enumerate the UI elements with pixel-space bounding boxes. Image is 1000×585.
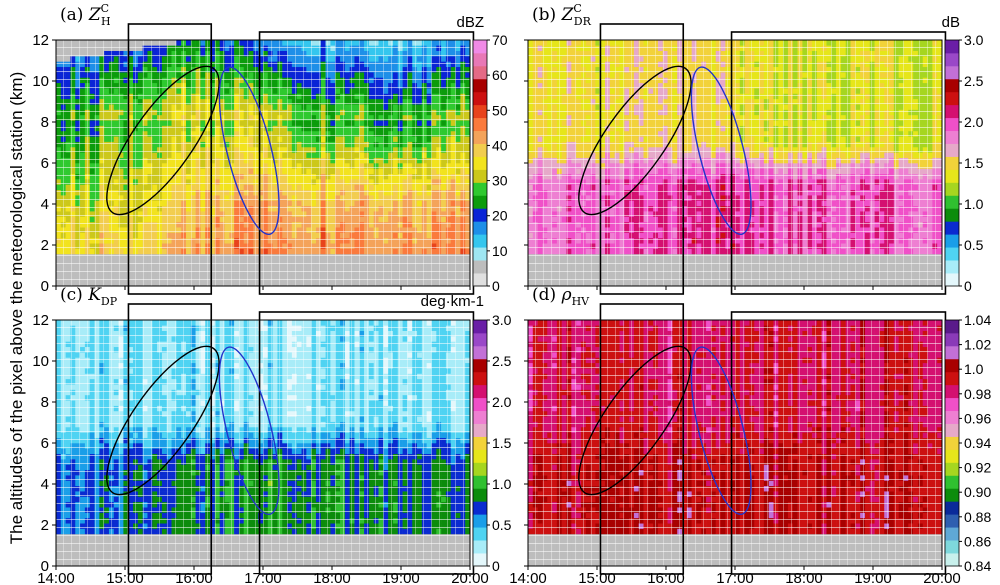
figure-ylabel: The altitudes of the pixel above the met… <box>7 72 26 544</box>
colorbar-tick-label: 30 <box>492 173 508 189</box>
colorbar-segment <box>473 104 487 119</box>
panel-superscript: C <box>101 2 109 15</box>
y-tick-label: 10 <box>32 73 49 90</box>
colorbar-segment <box>473 221 487 235</box>
y-tick-label: 12 <box>32 32 49 49</box>
grid-overlay <box>56 40 470 286</box>
y-tick-label: 0 <box>41 278 49 295</box>
colorbar-segment <box>473 234 487 248</box>
colorbar-tick-label: 70 <box>492 32 508 48</box>
colorbar-segment <box>473 52 487 67</box>
colorbar-frame <box>472 39 488 287</box>
panel-label: (a) <box>60 5 89 25</box>
ellipse-blue <box>218 66 280 236</box>
colorbar-segment <box>473 260 487 274</box>
colorbar-segment <box>473 78 487 93</box>
colorbar-segment <box>473 247 487 261</box>
colorbar-segment <box>473 91 487 106</box>
colorbar-tick-label: 0 <box>492 278 500 294</box>
colorbar-segment <box>473 117 487 132</box>
colorbar-segment <box>473 143 487 157</box>
colorbar-segment <box>473 208 487 222</box>
highlight-box-1 <box>127 23 213 295</box>
y-tick-label: 2 <box>41 237 49 254</box>
y-tick-label: 6 <box>41 155 49 172</box>
colorbar-tick-label: 20 <box>492 208 508 224</box>
colorbar: 0 10 20 30 40 50 60 70 <box>472 32 508 294</box>
y-tick-label: 4 <box>41 196 49 213</box>
colorbar-segment <box>473 273 487 287</box>
colorbar-segment <box>473 156 487 170</box>
panel-subscript: H <box>101 15 111 28</box>
colorbar-segment <box>473 182 487 196</box>
colorbar-segment <box>473 169 487 183</box>
ellipse-black <box>106 65 220 216</box>
colorbar-tick-label: 60 <box>492 67 508 83</box>
y-tick-label: 8 <box>41 114 49 131</box>
colorbar-segment <box>473 130 487 144</box>
panel-title: (a) ZC H <box>60 2 111 28</box>
panel-variable: Z <box>88 5 102 25</box>
colorbar-segment <box>473 40 487 54</box>
colorbar-tick-label: 40 <box>492 137 508 153</box>
colorbar-tick-label: 10 <box>492 243 508 259</box>
colorbar-segment <box>473 195 487 209</box>
colorbar-tick-label: 50 <box>492 102 508 118</box>
colorbar-unit: dBZ <box>456 14 484 31</box>
colorbar-segment <box>473 65 487 80</box>
